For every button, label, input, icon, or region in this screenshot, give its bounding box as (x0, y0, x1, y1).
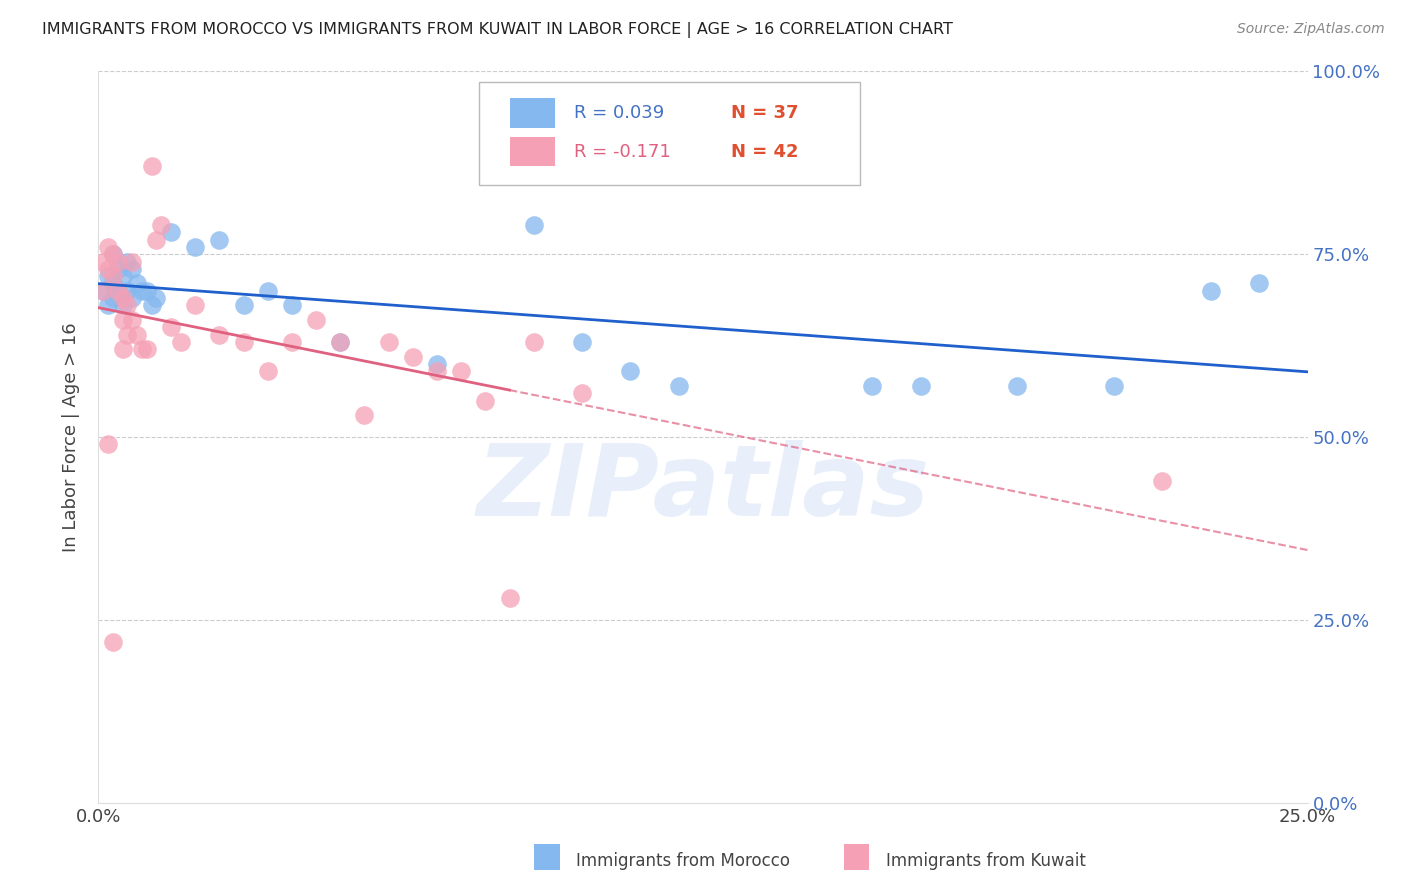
Point (1152, 474, 1174, 488)
Point (208, 233, 231, 247)
Point (97, 269, 120, 284)
Point (107, 254, 129, 268)
Point (111, 291, 134, 305)
Point (208, 327, 231, 342)
Point (121, 291, 143, 305)
Point (107, 261, 129, 276)
Point (523, 334, 546, 349)
Point (101, 277, 124, 291)
Text: N = 37: N = 37 (731, 104, 799, 122)
Point (281, 334, 304, 349)
Point (329, 334, 352, 349)
Text: Source: ZipAtlas.com: Source: ZipAtlas.com (1237, 22, 1385, 37)
Point (101, 269, 124, 284)
Point (329, 334, 352, 349)
Text: N = 42: N = 42 (731, 143, 799, 161)
Point (91, 284, 114, 298)
Point (97, 437, 120, 451)
Point (305, 313, 328, 327)
Text: R = -0.171: R = -0.171 (574, 143, 671, 161)
Point (117, 298, 139, 312)
Point (101, 247, 124, 261)
Point (160, 225, 183, 239)
Bar (509, 98, 555, 128)
Point (1199, 284, 1222, 298)
Point (619, 364, 641, 378)
Point (97, 298, 120, 312)
Point (426, 364, 449, 378)
Point (169, 334, 191, 349)
Y-axis label: In Labor Force | Age > 16: In Labor Force | Age > 16 (62, 322, 80, 552)
Point (131, 343, 153, 357)
Point (256, 364, 278, 378)
Point (141, 298, 163, 312)
Point (111, 343, 134, 357)
Point (101, 635, 124, 649)
Point (131, 284, 153, 298)
Point (145, 233, 167, 247)
Point (121, 261, 143, 276)
Point (121, 254, 143, 268)
Point (135, 343, 157, 357)
Point (184, 298, 207, 312)
Point (150, 218, 173, 232)
Point (141, 160, 163, 174)
Point (450, 364, 472, 378)
Point (117, 254, 139, 268)
Point (160, 320, 183, 334)
Point (571, 386, 593, 401)
Point (668, 379, 690, 393)
Point (127, 327, 149, 342)
Point (910, 379, 932, 393)
Text: Immigrants from Morocco: Immigrants from Morocco (576, 852, 790, 870)
Point (353, 408, 375, 422)
Point (571, 334, 593, 349)
Point (498, 591, 520, 605)
Point (426, 357, 449, 371)
Point (97, 240, 120, 254)
Point (474, 393, 496, 408)
Point (97, 261, 120, 276)
Point (107, 284, 129, 298)
Point (1249, 277, 1271, 291)
Point (232, 298, 254, 312)
Point (184, 240, 207, 254)
Point (402, 350, 425, 364)
Point (91, 284, 114, 298)
FancyBboxPatch shape (479, 82, 860, 185)
Text: ZIPatlas: ZIPatlas (477, 440, 929, 537)
Point (256, 284, 278, 298)
Point (121, 313, 143, 327)
Bar (509, 137, 555, 167)
Point (377, 334, 399, 349)
Point (145, 291, 167, 305)
Point (111, 298, 134, 312)
Text: IMMIGRANTS FROM MOROCCO VS IMMIGRANTS FROM KUWAIT IN LABOR FORCE | AGE > 16 CORR: IMMIGRANTS FROM MOROCCO VS IMMIGRANTS FR… (42, 22, 953, 38)
Point (111, 313, 134, 327)
Point (860, 379, 883, 393)
Point (232, 334, 254, 349)
Point (135, 284, 157, 298)
Point (523, 218, 546, 232)
Point (111, 269, 134, 284)
Point (1007, 379, 1029, 393)
Point (101, 247, 124, 261)
Point (101, 291, 124, 305)
Text: R = 0.039: R = 0.039 (574, 104, 664, 122)
Text: Immigrants from Kuwait: Immigrants from Kuwait (886, 852, 1085, 870)
Point (127, 277, 149, 291)
Point (117, 284, 139, 298)
Point (91, 254, 114, 268)
Point (1102, 379, 1125, 393)
Point (107, 284, 129, 298)
Point (281, 298, 304, 312)
Point (117, 327, 139, 342)
